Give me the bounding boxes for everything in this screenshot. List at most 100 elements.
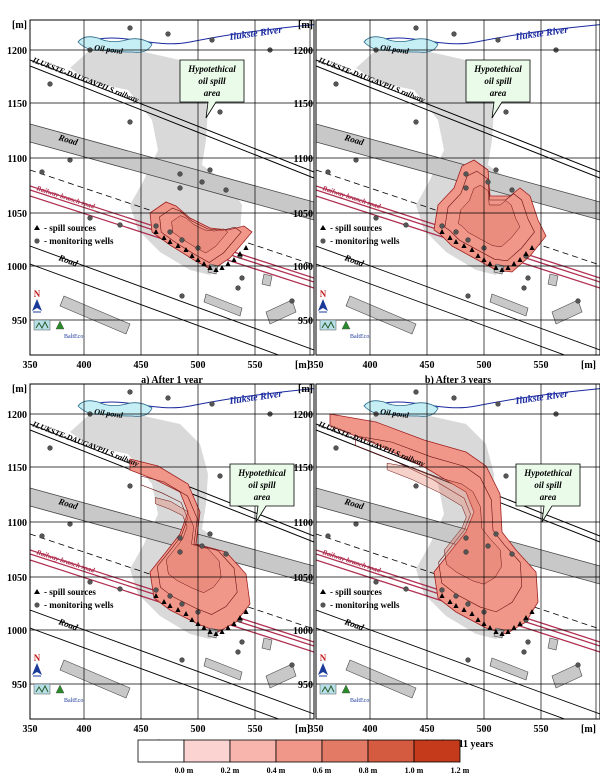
monitoring-well bbox=[167, 593, 173, 599]
colorbar-label: 0.6 m bbox=[313, 766, 332, 775]
spill-source-marker bbox=[511, 625, 517, 630]
monitoring-well bbox=[177, 171, 183, 177]
y-tick-label: 1000 bbox=[7, 626, 27, 637]
monitoring-well bbox=[117, 586, 123, 592]
logo-label: BaltEco bbox=[350, 698, 369, 704]
monitoring-well bbox=[451, 31, 457, 37]
monitoring-well bbox=[353, 521, 359, 527]
spill-source-marker bbox=[153, 593, 159, 598]
spill-source-marker bbox=[529, 609, 535, 614]
monitoring-well bbox=[67, 521, 73, 527]
pond-label: Oil pond bbox=[94, 43, 125, 56]
logo-label: BaltEco bbox=[350, 334, 369, 340]
legend-source-icon bbox=[34, 225, 40, 230]
y-tick-label: 950 bbox=[298, 680, 313, 691]
colorbar-swatch bbox=[229, 739, 277, 763]
legend-wells-label: - monitoring wells bbox=[330, 600, 400, 610]
spill-source-marker bbox=[499, 631, 505, 636]
y-tick-label: 1100 bbox=[294, 154, 313, 165]
spill-source-marker bbox=[167, 603, 173, 608]
monitoring-well bbox=[209, 37, 215, 43]
y-unit-label: [m] bbox=[12, 20, 27, 31]
monitoring-well bbox=[199, 543, 205, 549]
monitoring-well bbox=[207, 167, 213, 173]
colorbar-label: 0.8 m bbox=[359, 766, 378, 775]
monitoring-well bbox=[165, 395, 171, 401]
monitoring-well bbox=[463, 185, 469, 191]
y-tick-label: 1100 bbox=[8, 518, 27, 529]
callout-text: area bbox=[540, 492, 557, 502]
y-tick-label: 1150 bbox=[294, 99, 313, 110]
spill-source-marker bbox=[523, 615, 529, 620]
legend-source-icon bbox=[320, 225, 326, 230]
pond-label: Oil pond bbox=[94, 407, 125, 420]
building bbox=[59, 659, 131, 699]
callout-text: area bbox=[204, 88, 221, 98]
y-tick-label: 1200 bbox=[293, 46, 313, 57]
y-tick-label: 1050 bbox=[293, 209, 313, 220]
spill-source-marker bbox=[511, 261, 517, 266]
panel-frame bbox=[315, 19, 600, 356]
spill-source-marker bbox=[161, 599, 167, 604]
x-tick-label: 400 bbox=[363, 360, 378, 371]
monitoring-well bbox=[47, 445, 53, 451]
colorbar: 0.0 m 0.2 m 0.4 m 0.6 m 0.8 m 1.0 m 1.2 m bbox=[137, 739, 470, 775]
building bbox=[489, 293, 529, 317]
monitoring-well bbox=[87, 215, 93, 221]
spill-contour bbox=[154, 497, 222, 593]
monitoring-well bbox=[373, 579, 379, 585]
monitoring-well bbox=[39, 169, 45, 175]
x-tick-label: 350 bbox=[23, 360, 38, 371]
monitoring-well bbox=[289, 298, 295, 304]
spill-source-marker bbox=[523, 251, 529, 256]
north-label: N bbox=[320, 653, 327, 663]
legend-wells-label: - monitoring wells bbox=[44, 236, 114, 246]
spill-source-marker bbox=[469, 611, 475, 616]
monitoring-well bbox=[503, 109, 509, 115]
spill-source-marker bbox=[487, 261, 493, 266]
y-tick-label: 1200 bbox=[7, 410, 27, 421]
monitoring-well bbox=[127, 25, 133, 31]
x-tick-label: 450 bbox=[420, 724, 435, 735]
callout-text: Hypotethical bbox=[237, 468, 286, 478]
spill-source-marker bbox=[243, 609, 249, 614]
monitoring-well bbox=[239, 639, 245, 645]
monitoring-well bbox=[521, 285, 527, 291]
monitoring-well bbox=[485, 543, 491, 549]
callout-text: Hypotethical bbox=[187, 64, 236, 74]
logo-label: BaltEco bbox=[64, 698, 83, 704]
building bbox=[203, 293, 243, 317]
spill-source-marker bbox=[183, 247, 189, 252]
y-tick-label: 1100 bbox=[294, 518, 313, 529]
spill-source-marker bbox=[529, 245, 535, 250]
spill-source-marker bbox=[475, 617, 481, 622]
monitoring-well bbox=[325, 169, 331, 175]
spill-contour bbox=[458, 184, 521, 248]
spill-source-marker bbox=[493, 629, 499, 634]
monitoring-well bbox=[439, 587, 445, 593]
spill-source-marker bbox=[487, 625, 493, 630]
spill-source-marker bbox=[183, 611, 189, 616]
spill-source-marker bbox=[153, 229, 159, 234]
monitoring-well bbox=[217, 109, 223, 115]
spill-source-marker bbox=[161, 235, 167, 240]
river-line bbox=[79, 388, 314, 409]
pond-label: Oil pond bbox=[380, 407, 411, 420]
y-tick-label: 950 bbox=[12, 316, 27, 327]
monitoring-well bbox=[179, 293, 185, 299]
building bbox=[547, 637, 559, 651]
legend-sources-label: - spill sources bbox=[330, 587, 382, 597]
monitoring-well bbox=[217, 473, 223, 479]
oil-spill-area bbox=[433, 159, 547, 273]
y-unit-label: [m] bbox=[298, 384, 313, 395]
building bbox=[261, 637, 273, 651]
x-tick-label: 500 bbox=[191, 724, 206, 735]
monitoring-well bbox=[403, 586, 409, 592]
y-tick-label: 1000 bbox=[293, 626, 313, 637]
spill-source-marker bbox=[469, 247, 475, 252]
